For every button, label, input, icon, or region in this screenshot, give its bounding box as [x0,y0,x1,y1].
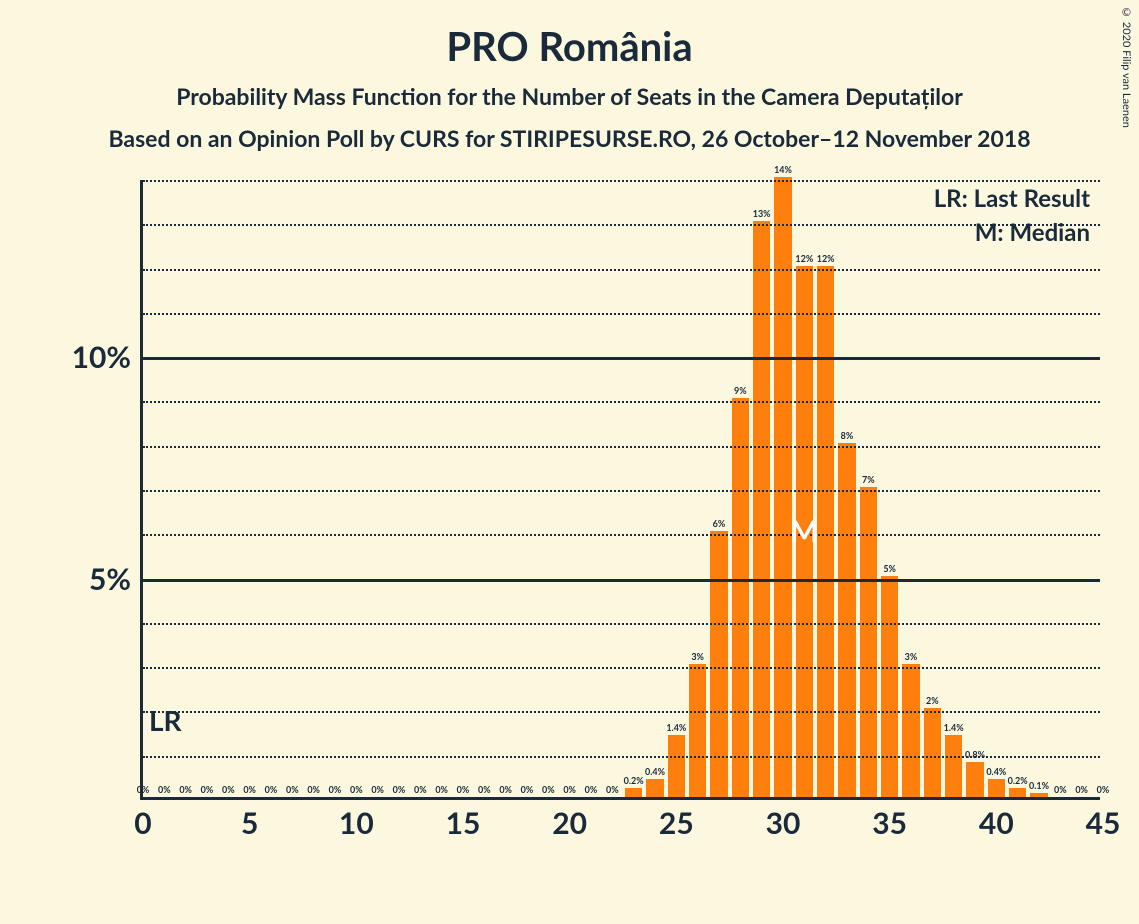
bar-value-label: 0% [435,784,448,797]
bar-value-label: 0% [457,784,470,797]
grid-minor [143,180,1100,182]
grid-minor [143,667,1100,669]
bar-value-label: 0% [137,784,150,797]
chart-title: PRO România [0,22,1139,70]
bar-value-label: 0.2% [1008,775,1028,788]
x-axis-label: 45 [1086,797,1121,841]
bar: 0.4% [646,779,663,797]
x-axis-label: 0 [134,797,151,841]
bar-value-label: 0% [158,784,171,797]
bar: 3% [689,664,706,797]
bar: 12% [817,266,834,797]
bar-value-label: 0.4% [986,766,1006,779]
bar-value-label: 0% [265,784,278,797]
legend-lr: LR: Last Result [934,184,1090,213]
bar-value-label: 0.2% [624,775,644,788]
bar-value-label: 0.1% [1029,780,1049,793]
bar-value-label: 0% [478,784,491,797]
bar-value-label: 0% [179,784,192,797]
bar: 9% [732,398,749,797]
x-axis-label: 15 [446,797,481,841]
bar-value-label: 13% [753,208,771,221]
bar-value-label: 5% [883,563,896,576]
bar-value-label: 2% [926,695,939,708]
grid-minor [143,756,1100,758]
copyright-text: © 2020 Filip van Laenen [1120,6,1133,128]
bar-value-label: 1.4% [666,722,686,735]
bar-value-label: 0% [371,784,384,797]
bar: 0.4% [988,779,1005,797]
bar: 1.4% [945,735,962,797]
bar: 0.8% [966,762,983,797]
y-axis-label: 5% [89,561,143,597]
chart-subtitle-2: Based on an Opinion Poll by CURS for STI… [0,124,1139,152]
x-axis-label: 40 [979,797,1014,841]
bar-value-label: 0% [563,784,576,797]
bar-value-label: 0% [542,784,555,797]
grid-minor [143,313,1100,315]
bar: 0.1% [1030,793,1047,797]
bar-value-label: 0% [201,784,214,797]
bar-value-label: 0% [521,784,534,797]
bar-value-label: 0% [1097,784,1110,797]
median-marker: M [790,513,818,549]
bar-value-label: 3% [691,651,704,664]
chart-subtitle-1: Probability Mass Function for the Number… [0,82,1139,110]
lr-marker: LR [149,703,182,737]
bar-value-label: 0% [329,784,342,797]
bar-value-label: 8% [841,430,854,443]
x-axis-label: 20 [552,797,587,841]
x-axis-label: 35 [872,797,907,841]
grid-major [143,357,1100,360]
bar-value-label: 0% [499,784,512,797]
legend-m: M: Median [975,218,1090,247]
y-axis-label: 10% [72,339,143,375]
chart-area: 0% 0% 0% 0% 0% 0% 0% 0% 0% 0% 0% 0% 0% 0% 0% 0% 0% 0% 0% 0%… [40,170,1110,870]
bar-value-label: 0% [606,784,619,797]
bar-value-label: 7% [862,474,875,487]
bar: 8% [838,443,855,797]
bar-value-label: 6% [713,518,726,531]
bar-value-label: 0% [393,784,406,797]
bar-value-label: 9% [734,385,747,398]
grid-major [143,579,1100,582]
grid-minor [143,401,1100,403]
bar-value-label: 0% [286,784,299,797]
bar-value-label: 3% [905,651,918,664]
bar-value-label: 0% [414,784,427,797]
bar-value-label: 12% [817,253,835,266]
bar: 0.2% [625,788,642,797]
bar-value-label: 0% [307,784,320,797]
bar-value-label: 0% [1054,784,1067,797]
bar-value-label: 0.4% [645,766,665,779]
bar-value-label: 0% [1075,784,1088,797]
bar-value-label: 0% [350,784,363,797]
bar-value-label: 0% [222,784,235,797]
bar-value-label: 14% [774,164,792,177]
bar: 2% [924,708,941,797]
x-axis-label: 5 [241,797,258,841]
grid-minor [143,269,1100,271]
grid-minor [143,490,1100,492]
x-axis-label: 10 [339,797,374,841]
bar: 5% [881,576,898,797]
bar: 3% [902,664,919,797]
bar: 1.4% [668,735,685,797]
bar-value-label: 0% [585,784,598,797]
grid-minor [143,623,1100,625]
x-axis-label: 25 [659,797,694,841]
bar-value-label: 0% [243,784,256,797]
plot-area: 0% 0% 0% 0% 0% 0% 0% 0% 0% 0% 0% 0% 0% 0% 0% 0% 0% 0% 0% 0%… [140,180,1100,800]
bar-value-label: 1.4% [944,722,964,735]
grid-minor [143,446,1100,448]
grid-minor [143,224,1100,226]
grid-minor [143,534,1100,536]
grid-minor [143,711,1100,713]
bar: 0.2% [1009,788,1026,797]
bar-value-label: 12% [795,253,813,266]
bars-container: 0% 0% 0% 0% 0% 0% 0% 0% 0% 0% 0% 0% 0% 0% 0% 0% 0% 0% 0% 0%… [143,180,1100,797]
x-axis-label: 30 [766,797,801,841]
